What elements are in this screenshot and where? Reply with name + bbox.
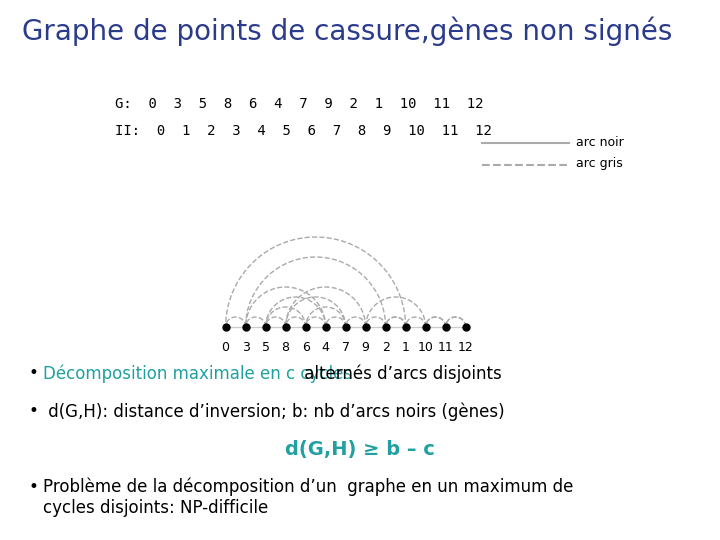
Text: 1: 1 (402, 341, 410, 354)
Text: d(G,H) ≥ b – c: d(G,H) ≥ b – c (285, 440, 435, 459)
Text: 11: 11 (438, 341, 454, 354)
Text: 5: 5 (261, 341, 269, 354)
Text: arc gris: arc gris (576, 157, 623, 170)
Text: alternés d’arcs disjoints: alternés d’arcs disjoints (299, 364, 502, 383)
Text: Décomposition maximale en c cycles: Décomposition maximale en c cycles (43, 364, 352, 383)
Text: 8: 8 (282, 341, 289, 354)
Text: 7: 7 (341, 341, 350, 354)
Text: d(G,H): distance d’inversion; b: nb d’arcs noirs (gènes): d(G,H): distance d’inversion; b: nb d’ar… (43, 402, 505, 421)
Text: II:  0  1  2  3  4  5  6  7  8  9  10  11  12: II: 0 1 2 3 4 5 6 7 8 9 10 11 12 (115, 124, 492, 138)
Text: 0: 0 (222, 341, 230, 354)
Text: 4: 4 (322, 341, 330, 354)
Text: •: • (29, 478, 39, 496)
Text: 9: 9 (361, 341, 369, 354)
Text: G:  0  3  5  8  6  4  7  9  2  1  10  11  12: G: 0 3 5 8 6 4 7 9 2 1 10 11 12 (115, 97, 484, 111)
Text: 10: 10 (418, 341, 433, 354)
Text: Problème de la décomposition d’un  graphe en un maximum de
cycles disjoints: NP-: Problème de la décomposition d’un graphe… (43, 478, 574, 517)
Text: Graphe de points de cassure,gènes non signés: Graphe de points de cassure,gènes non si… (22, 16, 672, 46)
Text: 12: 12 (458, 341, 474, 354)
Text: 2: 2 (382, 341, 390, 354)
Text: •: • (29, 364, 39, 382)
Text: arc noir: arc noir (576, 136, 624, 148)
Text: 6: 6 (302, 341, 310, 354)
Text: 3: 3 (242, 341, 250, 354)
Text: •: • (29, 402, 39, 420)
